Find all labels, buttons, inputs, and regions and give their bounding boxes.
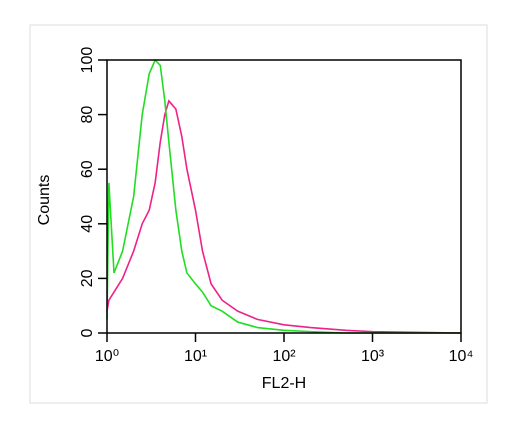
x-tick-label: 10³ [361,348,385,365]
x-tick-label: 10² [272,348,296,365]
y-tick-label: 60 [79,160,96,178]
y-axis-label: Counts [36,175,53,226]
x-tick-label: 10⁰ [95,348,119,365]
y-tick-label: 0 [79,328,96,337]
y-tick-label: 20 [79,269,96,287]
y-tick-label: 80 [79,106,96,124]
x-tick-label: 10¹ [184,348,207,365]
y-tick-label: 100 [79,47,96,74]
plot-frame [106,59,462,334]
series-line [106,58,461,334]
y-tick-label: 40 [79,215,96,233]
series-line [106,99,462,334]
x-axis-label: FL2-H [262,375,306,392]
x-tick-label: 10⁴ [449,348,474,365]
panel-border [29,24,488,404]
